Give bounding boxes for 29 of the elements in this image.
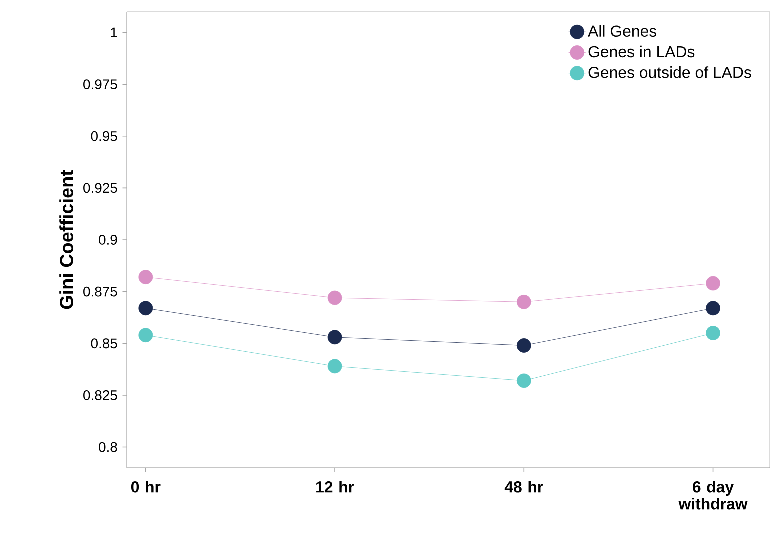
point [516,294,532,310]
y-tick-label: 0.925 [84,183,118,194]
point [138,328,154,343]
x-tick-label: 12 hr [316,481,354,493]
y-tick-label: 1 [111,28,118,38]
x-tick-label: 0 hr [131,481,161,493]
legend-label: All Genes [588,25,657,38]
y-tick-label: 0.9 [99,235,118,245]
x-tick-label: 6 day withdraw [678,481,748,510]
y-tick-label: 0.975 [84,80,118,90]
point [328,359,342,374]
point [138,301,154,316]
y-tick-label: 0.875 [84,286,118,297]
y-tick-label: 0.85 [91,338,118,349]
legend-label: Genes outside of LADs [588,66,752,78]
y-tick-label: 0.8 [99,442,118,452]
legend-label: Genes in LADs [588,46,695,58]
point [706,326,720,340]
point [138,270,154,285]
y-tick-label: 0.825 [84,390,118,400]
y-axis-title: Gini Coefficient [60,170,74,310]
point [328,330,342,345]
x-tick-label: 48 hr [504,481,544,493]
point [516,374,532,388]
point [706,301,720,316]
point [328,290,342,306]
point [706,276,720,291]
point [516,338,532,353]
y-tick-label: 0.95 [91,131,118,142]
